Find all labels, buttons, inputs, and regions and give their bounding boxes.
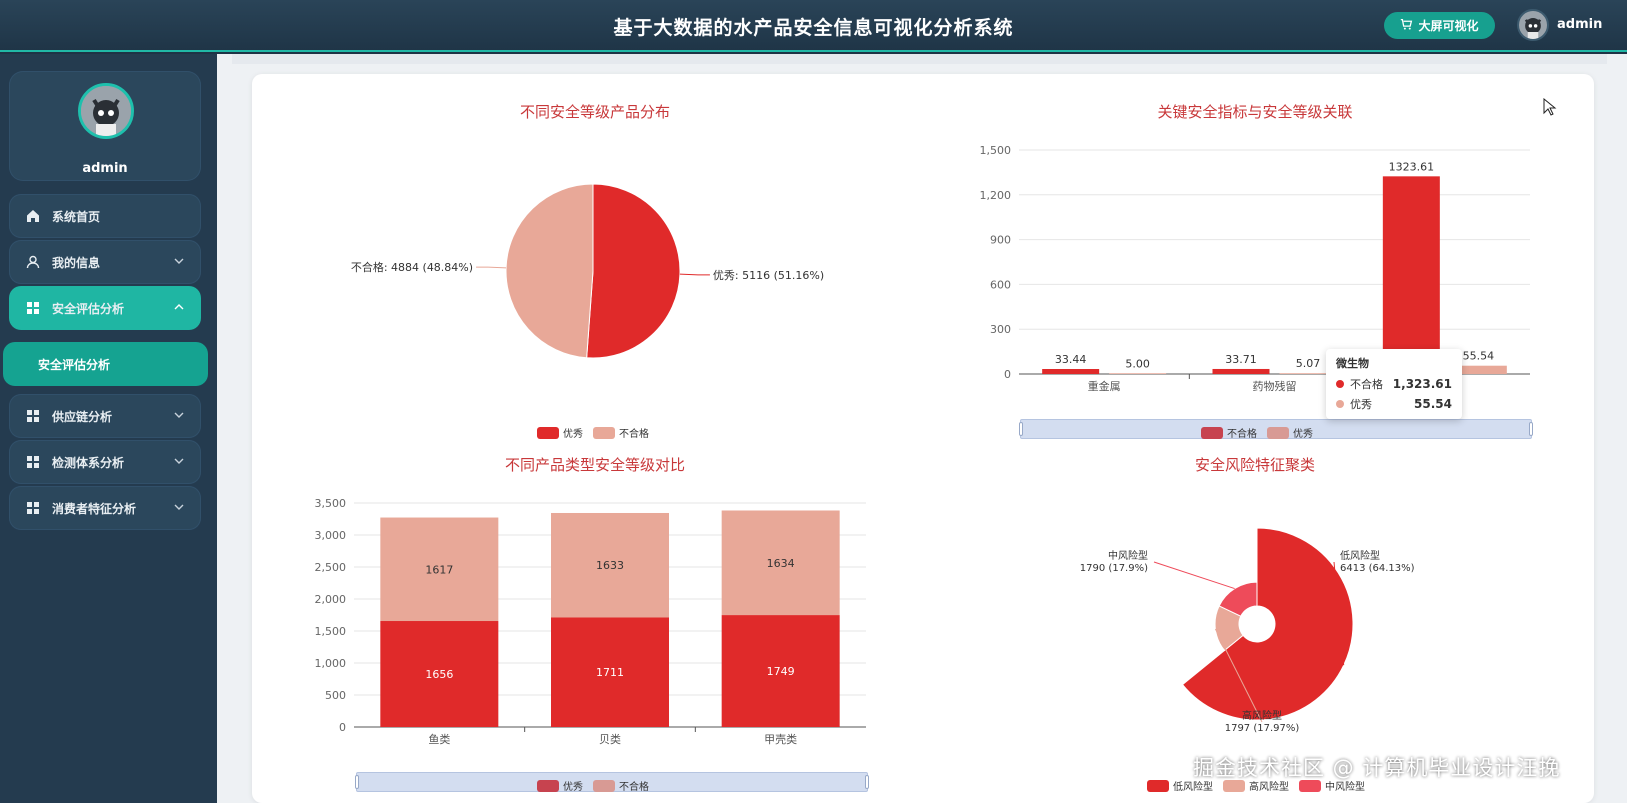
chart4-legend[interactable]: 低风险型 高风险型 中风险型	[1147, 778, 1365, 793]
tooltip-title: 微生物	[1336, 357, 1369, 370]
grid-icon	[26, 409, 40, 423]
user-icon	[26, 255, 40, 269]
sidebar-item-label: 安全评估分析	[52, 301, 125, 316]
legend-item-fail[interactable]: 不合格	[593, 778, 649, 793]
chart4-title: 安全风险特征聚类	[1194, 456, 1315, 474]
legend-item-high[interactable]: 高风险型	[1223, 778, 1289, 793]
datazoom-handle-right[interactable]	[1529, 422, 1533, 436]
sidebar-item-consumer[interactable]: 消费者特征分析	[9, 486, 201, 530]
chevron-up-icon	[174, 304, 184, 310]
legend-item-low[interactable]: 低风险型	[1147, 778, 1213, 793]
chevron-down-icon	[174, 258, 184, 264]
header-username[interactable]: admin	[1557, 17, 1603, 32]
legend-item-excellent[interactable]: 优秀	[537, 425, 583, 440]
sidebar-item-supply[interactable]: 供应链分析	[9, 394, 201, 438]
legend-item-mid[interactable]: 中风险型	[1299, 778, 1365, 793]
sidebar-item-myinfo[interactable]: 我的信息	[9, 240, 201, 284]
chart1-title: 不同安全等级产品分布	[519, 103, 670, 121]
cart-icon	[1400, 18, 1413, 34]
chart2-legend[interactable]: 不合格 优秀	[1201, 425, 1313, 440]
grid-icon	[26, 501, 40, 515]
sidebar-item-label: 消费者特征分析	[52, 501, 137, 516]
chart3-title: 不同产品类型安全等级对比	[504, 456, 685, 474]
datazoom-handle-left[interactable]	[1019, 422, 1023, 436]
chart3-legend[interactable]: 优秀 不合格	[537, 778, 649, 793]
sidebar-item-label: 供应链分析	[52, 409, 113, 424]
watermark-text: 掘金技术社区 @ 计算机毕业设计汪挽	[1193, 756, 1561, 780]
chart1-legend[interactable]: 优秀 不合格	[537, 425, 649, 440]
legend-item-excellent[interactable]: 优秀	[537, 778, 583, 793]
legend-item-fail[interactable]: 不合格	[1201, 425, 1257, 440]
tooltip-row: 不合格 1,323.61	[1336, 376, 1452, 392]
legend-item-excellent[interactable]: 优秀	[1267, 425, 1313, 440]
grid-icon	[26, 455, 40, 469]
tooltip-row: 优秀 55.54	[1336, 396, 1452, 412]
chevron-down-icon	[174, 504, 184, 510]
bigscreen-label: 大屏可视化	[1418, 19, 1479, 33]
content-top-strip	[232, 54, 1607, 64]
profile-name: admin	[82, 161, 128, 176]
datazoom-handle-left[interactable]	[355, 775, 359, 789]
app-title: 基于大数据的水产品安全信息可视化分析系统	[613, 17, 1014, 39]
chevron-down-icon	[174, 412, 184, 418]
sidebar-item-label: 检测体系分析	[52, 455, 125, 470]
chart-tooltip: 微生物 不合格 1,323.61 优秀 55.54	[1326, 349, 1462, 419]
sidebar-item-label: 系统首页	[52, 209, 101, 224]
home-icon	[26, 209, 40, 223]
grid-icon	[26, 301, 40, 315]
profile-card: admin	[9, 71, 201, 181]
chart2-title: 关键安全指标与安全等级关联	[1157, 103, 1353, 121]
top-header: 基于大数据的水产品安全信息可视化分析系统 大屏可视化 admin	[0, 0, 1627, 52]
legend-item-fail[interactable]: 不合格	[593, 425, 649, 440]
sidebar-item-home[interactable]: 系统首页	[9, 194, 201, 238]
sidebar-item-label: 我的信息	[52, 255, 101, 270]
profile-avatar	[78, 83, 134, 139]
header-avatar[interactable]	[1517, 9, 1549, 41]
datazoom-handle-right[interactable]	[865, 775, 869, 789]
sidebar-item-safety[interactable]: 安全评估分析	[9, 286, 201, 330]
chevron-down-icon	[174, 458, 184, 464]
bigscreen-button[interactable]: 大屏可视化	[1384, 12, 1495, 39]
sidebar: admin 系统首页 我的信息 安全评估分析 安全评估分析 供应链分析 检测体系…	[0, 54, 217, 803]
sidebar-item-detection[interactable]: 检测体系分析	[9, 440, 201, 484]
submenu-item-safety[interactable]: 安全评估分析	[3, 342, 208, 386]
mouse-cursor-icon	[1543, 98, 1557, 116]
